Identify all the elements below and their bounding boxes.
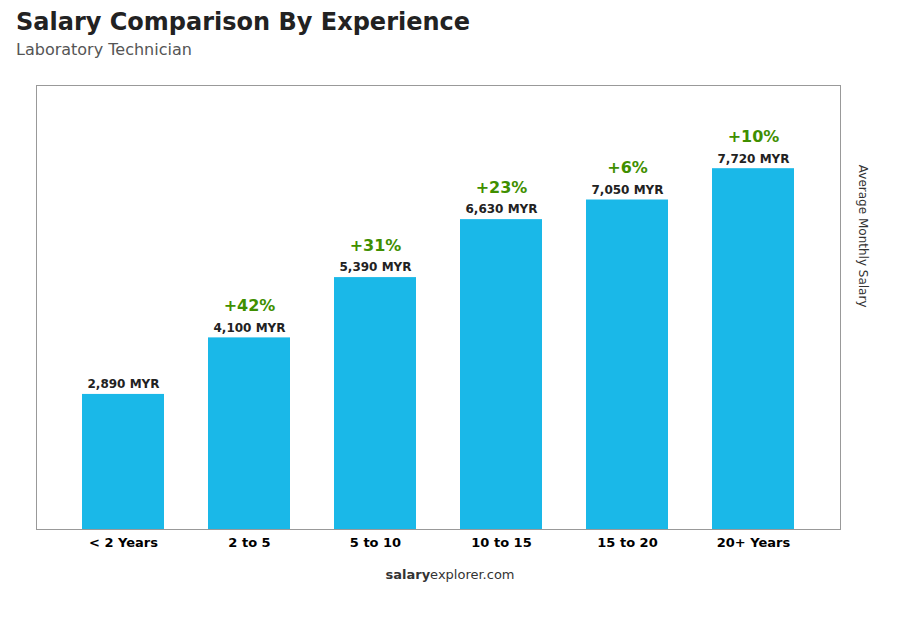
svg-text:Average Monthly Salary: Average Monthly Salary bbox=[856, 165, 870, 308]
svg-text:+23%: +23% bbox=[476, 178, 528, 197]
svg-text:6,630 MYR: 6,630 MYR bbox=[465, 202, 537, 216]
svg-text:2 to 5: 2 to 5 bbox=[228, 535, 270, 550]
svg-text:2,890 MYR: 2,890 MYR bbox=[87, 377, 159, 391]
svg-text:5 to 10: 5 to 10 bbox=[350, 535, 401, 550]
svg-text:10 to 15: 10 to 15 bbox=[471, 535, 531, 550]
svg-text:5,390 MYR: 5,390 MYR bbox=[339, 260, 411, 274]
svg-text:+31%: +31% bbox=[350, 236, 402, 255]
svg-text:+6%: +6% bbox=[607, 158, 648, 177]
html-text:salary explorer.com: salary explorer.com bbox=[385, 567, 515, 582]
svg-text:15 to 20: 15 to 20 bbox=[597, 535, 657, 550]
svg-text:4,100 MYR: 4,100 MYR bbox=[213, 321, 285, 335]
svg-text:7,050 MYR: 7,050 MYR bbox=[591, 183, 663, 197]
html-text:Salary Comparison By Experienc: Salary Comparison By Experience bbox=[16, 8, 471, 36]
svg-text:20+ Years: 20+ Years bbox=[717, 535, 791, 550]
svg-text:7,720 MYR: 7,720 MYR bbox=[717, 152, 789, 166]
svg-text:< 2 Years: < 2 Years bbox=[89, 535, 158, 550]
html-text:Laboratory Technician: Laboratory Technician bbox=[16, 40, 192, 59]
svg-text:+10%: +10% bbox=[728, 127, 780, 146]
svg-text:+42%: +42% bbox=[224, 296, 276, 315]
